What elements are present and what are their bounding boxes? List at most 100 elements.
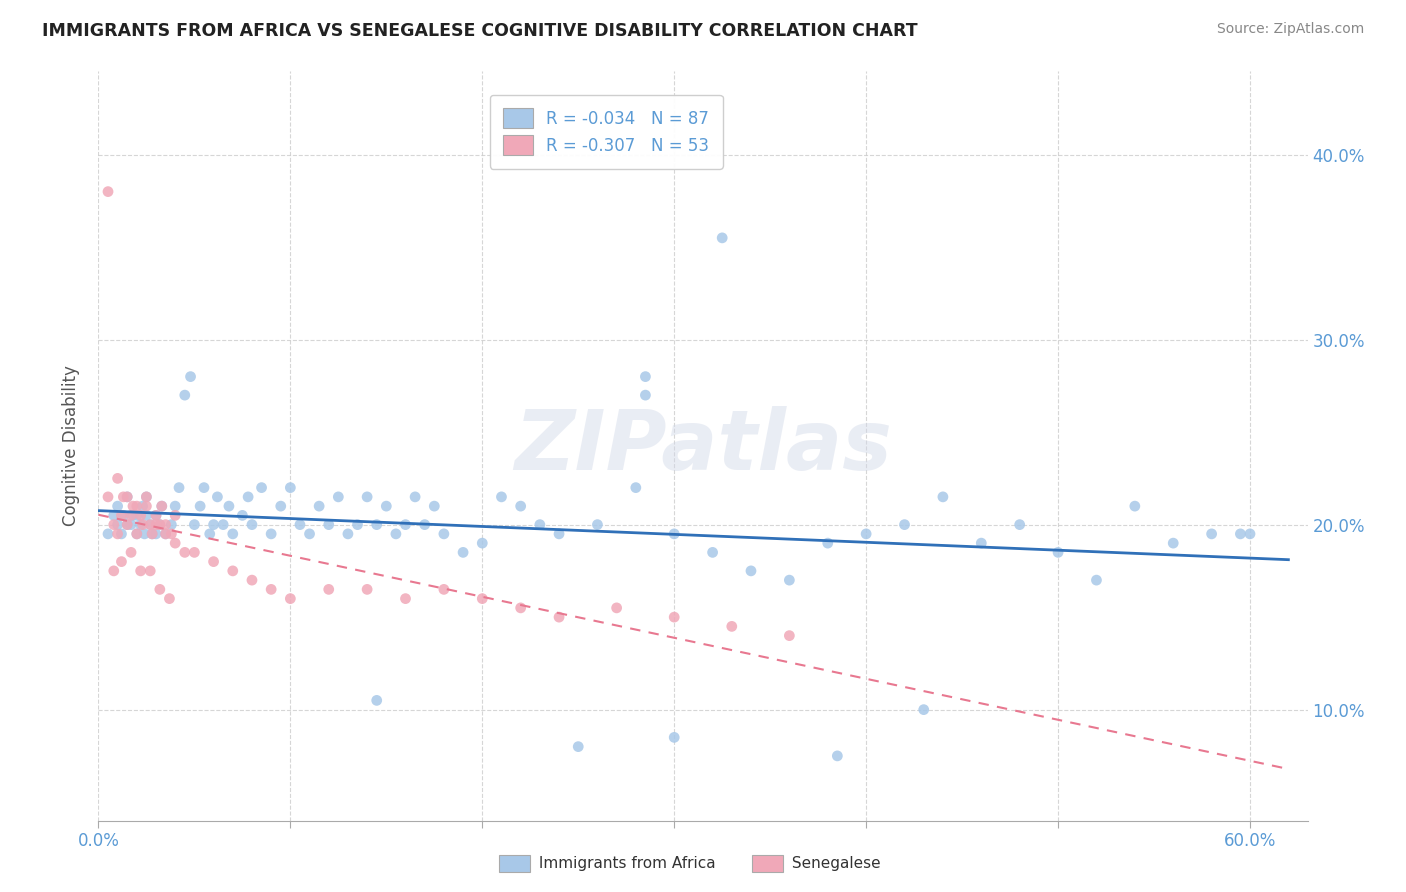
Text: IMMIGRANTS FROM AFRICA VS SENEGALESE COGNITIVE DISABILITY CORRELATION CHART: IMMIGRANTS FROM AFRICA VS SENEGALESE COG… xyxy=(42,22,918,40)
Point xyxy=(1239,527,1261,541)
Point xyxy=(404,490,426,504)
Point xyxy=(932,490,955,504)
Point xyxy=(280,481,302,495)
Point xyxy=(97,185,120,199)
Point xyxy=(702,545,724,559)
Point xyxy=(471,591,494,606)
Point xyxy=(125,527,148,541)
Point xyxy=(346,517,368,532)
Point xyxy=(180,369,202,384)
Point xyxy=(141,527,163,541)
Point xyxy=(110,555,132,569)
Point xyxy=(145,517,167,532)
Point xyxy=(173,545,195,559)
Point xyxy=(134,527,156,541)
Point xyxy=(336,527,359,541)
Point xyxy=(129,564,152,578)
Point xyxy=(366,517,388,532)
Point xyxy=(778,629,800,643)
Point xyxy=(165,508,187,523)
Point xyxy=(129,517,152,532)
Point xyxy=(356,582,378,597)
Point xyxy=(145,508,167,523)
Text: Senegalese: Senegalese xyxy=(787,856,882,871)
Point xyxy=(298,527,321,541)
Point xyxy=(664,610,686,624)
Point xyxy=(149,582,172,597)
Point xyxy=(150,499,173,513)
Point xyxy=(107,517,129,532)
Point xyxy=(222,564,245,578)
Text: ZIPatlas: ZIPatlas xyxy=(515,406,891,486)
Point xyxy=(236,490,259,504)
Point xyxy=(529,517,551,532)
Point xyxy=(159,591,181,606)
Point xyxy=(423,499,446,513)
Point xyxy=(155,517,177,532)
Point xyxy=(160,517,183,532)
Point xyxy=(145,527,167,541)
Y-axis label: Cognitive Disability: Cognitive Disability xyxy=(62,366,80,526)
Point xyxy=(231,508,253,523)
Point xyxy=(188,499,211,513)
Point xyxy=(107,499,129,513)
Point xyxy=(122,499,145,513)
Point xyxy=(139,517,162,532)
Point xyxy=(150,499,173,513)
Point xyxy=(155,527,177,541)
Point xyxy=(115,490,138,504)
Point xyxy=(107,471,129,485)
Point xyxy=(394,517,416,532)
Point xyxy=(139,564,162,578)
Point xyxy=(720,619,742,633)
Point xyxy=(586,517,609,532)
Point xyxy=(103,508,125,523)
Point xyxy=(120,508,142,523)
Point xyxy=(97,527,120,541)
Point xyxy=(212,517,235,532)
Point xyxy=(740,564,762,578)
Point xyxy=(193,481,215,495)
Point xyxy=(167,481,190,495)
Point xyxy=(509,499,531,513)
Point xyxy=(240,573,263,587)
Point xyxy=(548,527,571,541)
Point xyxy=(103,564,125,578)
Text: Source: ZipAtlas.com: Source: ZipAtlas.com xyxy=(1216,22,1364,37)
Point xyxy=(240,517,263,532)
Point xyxy=(115,517,138,532)
Point xyxy=(125,527,148,541)
Point xyxy=(606,600,628,615)
Point xyxy=(135,508,157,523)
Point xyxy=(1201,527,1223,541)
Point xyxy=(471,536,494,550)
Point xyxy=(491,490,513,504)
Point xyxy=(139,517,162,532)
Point xyxy=(218,499,240,513)
Point xyxy=(97,490,120,504)
Point xyxy=(1008,517,1031,532)
Point xyxy=(318,582,340,597)
Legend: R = -0.034   N = 87, R = -0.307   N = 53: R = -0.034 N = 87, R = -0.307 N = 53 xyxy=(489,95,723,169)
Point xyxy=(135,490,157,504)
Point xyxy=(141,527,163,541)
Point xyxy=(855,527,877,541)
Point xyxy=(385,527,408,541)
Point xyxy=(155,527,177,541)
Point xyxy=(778,573,800,587)
Point xyxy=(1047,545,1070,559)
Point xyxy=(160,527,183,541)
Point xyxy=(308,499,330,513)
Point xyxy=(509,600,531,615)
Point xyxy=(394,591,416,606)
Point xyxy=(115,490,138,504)
Point xyxy=(131,517,153,532)
Point xyxy=(107,527,129,541)
Point xyxy=(125,499,148,513)
Point xyxy=(413,517,436,532)
Point xyxy=(149,517,172,532)
Point xyxy=(912,703,935,717)
Point xyxy=(634,388,657,402)
Point xyxy=(433,582,456,597)
Point xyxy=(165,536,187,550)
